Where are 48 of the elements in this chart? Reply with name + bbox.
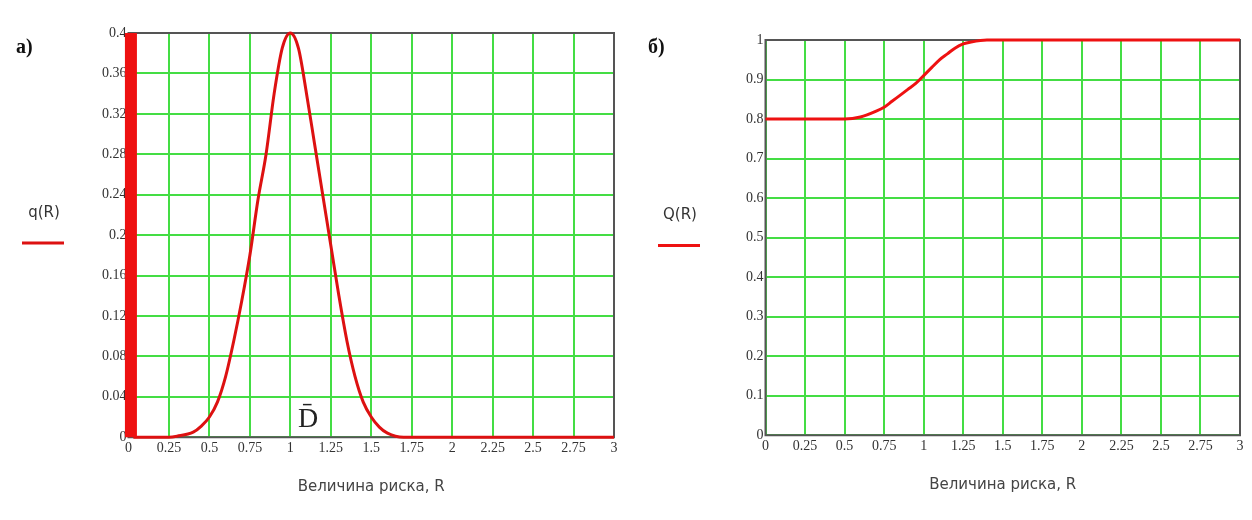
y-tick-label: 0.6 [746,189,764,205]
x-tick-label: 1 [920,438,928,454]
y-tick-label: 0.12 [102,307,127,323]
x-tick-label: 0.75 [237,440,263,456]
x-tick-label: 0.25 [792,438,818,454]
y-tick-label: 0.04 [102,388,127,404]
y-tick-label: 0.24 [102,186,127,202]
y-tick-label: 0.8 [746,110,764,126]
y-tick-label: 0.1 [746,387,764,403]
x-tick-label: 1.75 [1030,438,1055,454]
x-tick-label: 1.5 [362,440,380,456]
y-tick-label: 0.2 [109,226,127,242]
x-axis-title: Величина риска, R [929,474,1077,493]
annotation: D̄ [298,401,319,433]
x-tick-label: 2.25 [1109,438,1134,454]
x-tick-label: 2.75 [561,440,586,456]
x-tick-label: 1.75 [399,440,424,456]
y-tick-label: 0.5 [746,229,764,245]
x-axis-title: Величина риска, R [297,476,445,495]
y-tick-label: 0.3 [746,308,764,324]
chart-title: а) [16,35,33,59]
x-tick-label: 0.5 [200,440,219,456]
y-tick-label: 0 [756,426,764,442]
y-tick-label: 0.4 [746,268,764,284]
x-tick-label: 3 [1236,438,1244,454]
x-tick-label: 3 [610,440,618,456]
x-tick-label: 0.5 [835,438,854,454]
y-tick-label: 0.4 [109,24,127,40]
x-tick-label: 0.25 [156,440,182,456]
x-tick-label: 2.75 [1188,438,1213,454]
x-tick-label: 1 [286,440,294,456]
x-tick-label: 2.5 [524,440,542,456]
y-tick-label: 0.9 [746,71,764,87]
y-axis-title: q(R) [28,202,60,221]
y-tick-label: 0.2 [746,347,764,363]
y-tick-label: 0.32 [102,105,127,121]
x-tick-label: 2.5 [1152,438,1170,454]
y-axis-title: Q(R) [663,205,697,224]
y-tick-label: 1 [756,31,764,47]
x-tick-label: 1.25 [950,438,976,454]
y-tick-label: 0.7 [746,150,764,166]
chart-title: б) [648,35,665,59]
x-tick-label: 2 [1078,438,1086,454]
x-tick-label: 1.25 [318,440,344,456]
x-tick-label: 0.75 [871,438,897,454]
x-tick-label: 1.5 [994,438,1012,454]
x-tick-label: 2.25 [480,440,505,456]
x-tick-label: 2 [448,440,456,456]
